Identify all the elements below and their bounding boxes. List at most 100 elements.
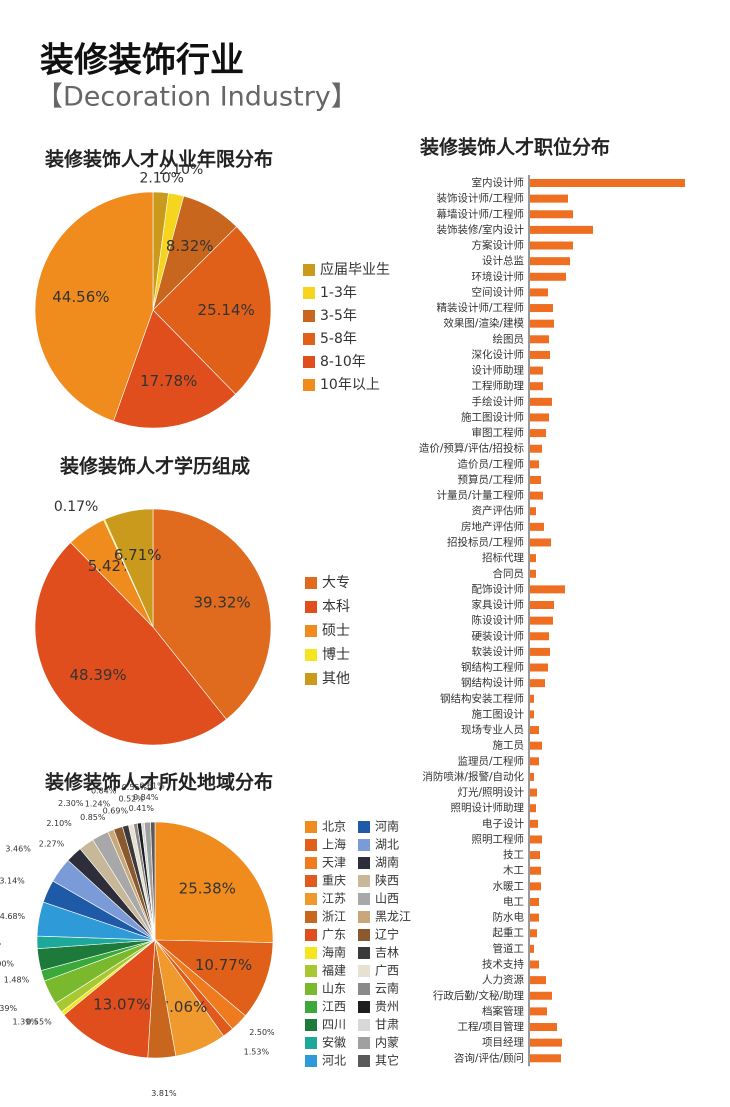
legend-swatch	[305, 577, 317, 589]
bar	[530, 835, 542, 844]
legend-label: 浙江	[322, 910, 346, 924]
value-label: 0.84%	[91, 786, 117, 795]
y-tick-label: 合同员	[493, 567, 525, 580]
bar	[530, 350, 550, 359]
bar	[530, 882, 541, 891]
y-tick-label: 房地产评估师	[461, 520, 524, 533]
legend-label: 江西	[322, 1000, 346, 1014]
y-tick-label: 项目经理	[482, 1036, 524, 1049]
legend-label: 其它	[375, 1053, 399, 1068]
bar	[530, 944, 534, 953]
bar	[530, 507, 536, 516]
pie-slice	[104, 508, 154, 628]
y-tick-label: 消防喷淋/报警/自动化	[422, 770, 524, 783]
pie-slice	[150, 821, 156, 941]
legend-swatch	[358, 821, 370, 833]
bar	[530, 647, 550, 656]
bar	[530, 897, 539, 906]
bar	[530, 788, 537, 797]
bar	[530, 522, 544, 531]
y-tick-label: 现场专业人员	[461, 723, 524, 736]
y-tick-label: 施工图设计师	[461, 410, 524, 423]
bar	[530, 1038, 562, 1047]
chart-title: 装修装饰人才所处地域分布	[44, 771, 273, 794]
y-tick-label: 招投标员/工程师	[447, 535, 524, 548]
value-label: 0.55%	[122, 783, 148, 792]
bar	[530, 491, 543, 500]
bar	[530, 225, 593, 234]
legend-swatch	[305, 983, 317, 995]
legend-label: 3-5年	[320, 308, 357, 324]
value-label: 7.06%	[160, 998, 208, 1016]
legend-label: 陕西	[375, 873, 399, 888]
legend-swatch	[305, 649, 317, 661]
legend-swatch	[305, 1019, 317, 1031]
legend-label: 5-8年	[320, 331, 357, 347]
bar	[530, 819, 538, 828]
legend-label: 云南	[375, 981, 399, 996]
y-tick-label: 计量员/计量工程师	[436, 489, 524, 502]
legend-swatch	[358, 875, 370, 887]
y-tick-label: 技工	[503, 848, 524, 861]
bar	[530, 1054, 561, 1063]
bar	[530, 960, 539, 969]
legend-swatch	[303, 379, 315, 391]
legend-label: 上海	[322, 837, 346, 852]
value-label: 6.71%	[114, 546, 162, 564]
legend-label: 海南	[322, 945, 346, 960]
bar	[530, 757, 539, 766]
y-tick-label: 灯光/照明设计	[457, 786, 524, 799]
value-label: 2.10%	[139, 170, 183, 186]
bar	[530, 726, 539, 735]
value-label: 1.24%	[85, 800, 111, 809]
y-tick-label: 档案管理	[482, 1004, 524, 1017]
bar	[530, 382, 543, 391]
legend-label: 吉林	[375, 946, 399, 960]
legend-swatch	[305, 601, 317, 613]
legend-swatch	[358, 1037, 370, 1049]
bar	[530, 304, 553, 313]
bar	[530, 632, 549, 641]
value-label: 0.55%	[26, 1018, 52, 1027]
y-tick-label: 招标代理	[482, 551, 524, 564]
y-tick-label: 工程/项目管理	[457, 1020, 524, 1033]
y-tick-label: 设计师助理	[472, 364, 525, 377]
y-tick-label: 陈设设计师	[472, 614, 525, 627]
legend-swatch	[358, 929, 370, 941]
bar	[530, 569, 536, 578]
legend-swatch	[358, 965, 370, 977]
y-tick-label: 绘图员	[493, 332, 525, 345]
legend-label: 广西	[375, 964, 399, 978]
legend-label: 黑龙江	[375, 910, 411, 924]
bar	[530, 319, 554, 328]
value-label: 1.71%	[0, 939, 1, 948]
value-label: 10.77%	[195, 956, 252, 974]
legend-swatch	[358, 1019, 370, 1031]
pie-slice	[34, 542, 227, 746]
y-tick-label: 咨询/评估/顾问	[454, 1051, 524, 1064]
value-label: 0.84%	[133, 793, 159, 802]
legend-label: 天津	[322, 856, 346, 870]
bar	[530, 475, 541, 484]
legend-label: 北京	[322, 820, 346, 834]
bar	[530, 366, 543, 375]
legend-swatch	[305, 625, 317, 637]
value-label: 25.38%	[179, 879, 236, 897]
legend-label: 贵州	[375, 1000, 399, 1014]
legend-label: 博士	[322, 646, 350, 663]
legend-swatch	[358, 1001, 370, 1013]
value-label: 0.85%	[80, 813, 106, 822]
pie-slice	[154, 821, 274, 943]
bar	[530, 413, 549, 422]
y-tick-label: 施工员	[493, 739, 525, 752]
legend-swatch	[305, 911, 317, 923]
value-label: 3.46%	[5, 844, 31, 853]
chart-title: 装修装饰人才从业年限分布	[44, 148, 273, 171]
y-tick-label: 工程师助理	[472, 379, 525, 392]
legend-swatch	[305, 821, 317, 833]
pie-slice	[152, 508, 272, 720]
y-tick-label: 钢结构设计师	[461, 676, 524, 689]
value-label: 3.81%	[151, 1089, 177, 1098]
y-tick-label: 电子设计	[482, 817, 524, 830]
y-tick-label: 造价/预算/评估/招投标	[419, 442, 525, 455]
